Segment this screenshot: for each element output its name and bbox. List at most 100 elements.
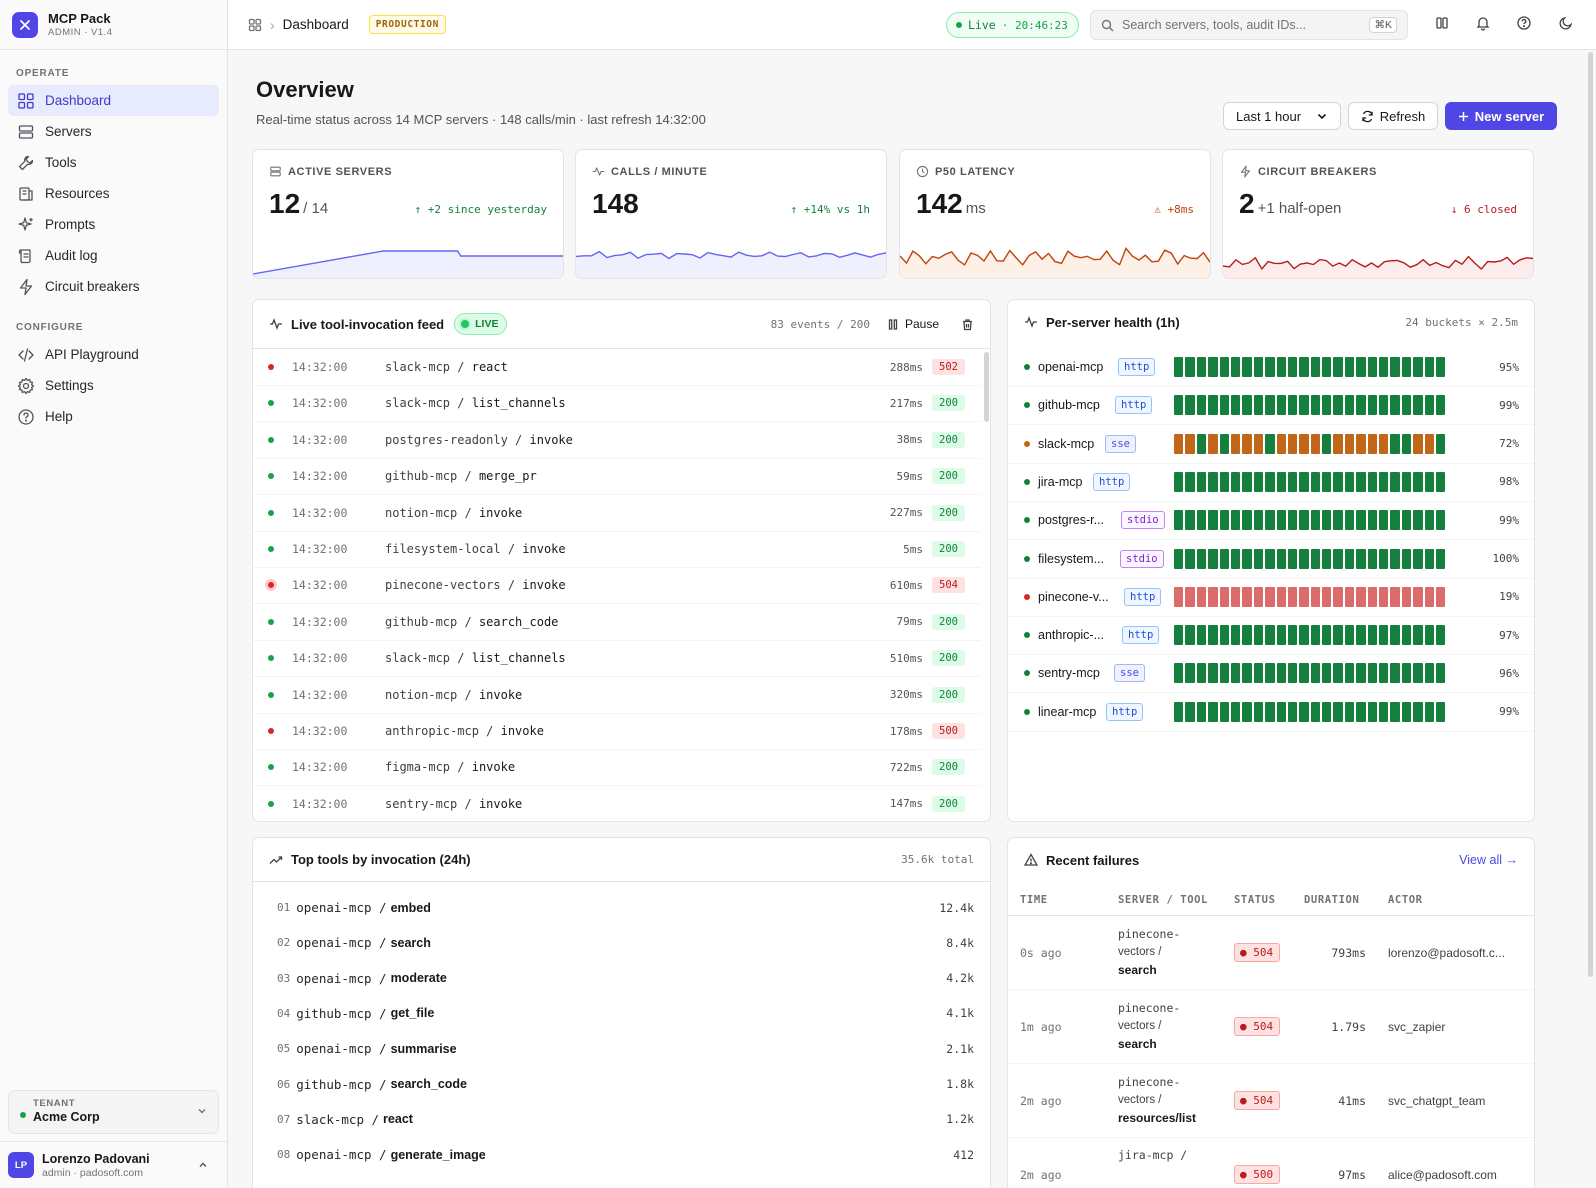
- health-bucket[interactable]: [1299, 510, 1309, 531]
- health-bucket[interactable]: [1185, 510, 1195, 531]
- health-bucket[interactable]: [1208, 433, 1218, 454]
- health-bucket[interactable]: [1344, 510, 1355, 531]
- health-bucket[interactable]: [1390, 625, 1400, 646]
- search-input[interactable]: [1122, 18, 1370, 32]
- health-bucket[interactable]: [1435, 586, 1446, 607]
- health-bucket[interactable]: [1379, 433, 1389, 454]
- health-bucket[interactable]: [1322, 357, 1332, 377]
- health-bucket[interactable]: [1367, 471, 1378, 492]
- health-bucket[interactable]: [1344, 395, 1355, 416]
- health-bucket[interactable]: [1299, 433, 1309, 454]
- health-bucket[interactable]: [1344, 586, 1355, 607]
- health-bucket[interactable]: [1333, 510, 1343, 531]
- health-bucket[interactable]: [1310, 625, 1321, 646]
- health-bucket[interactable]: [1390, 701, 1400, 722]
- health-bucket[interactable]: [1367, 663, 1378, 684]
- health-bucket[interactable]: [1367, 510, 1378, 531]
- feed-row[interactable]: 14:32:00 slack-mcp / react 288ms 502: [253, 349, 980, 386]
- health-bucket[interactable]: [1287, 701, 1298, 722]
- health-bucket[interactable]: [1287, 548, 1298, 569]
- top-tool-row[interactable]: 08 openai-mcp / generate_image 412: [277, 1137, 974, 1172]
- health-bucket[interactable]: [1196, 433, 1207, 454]
- health-bucket[interactable]: [1390, 357, 1400, 377]
- server-health-row[interactable]: linear-mcp http 99%: [1008, 693, 1534, 732]
- health-bucket[interactable]: [1196, 510, 1207, 531]
- health-bucket[interactable]: [1174, 510, 1184, 531]
- health-bucket[interactable]: [1435, 625, 1446, 646]
- health-bucket[interactable]: [1379, 510, 1389, 531]
- health-bucket[interactable]: [1413, 701, 1423, 722]
- health-bucket[interactable]: [1310, 433, 1321, 454]
- health-bucket[interactable]: [1242, 701, 1252, 722]
- health-bucket[interactable]: [1356, 548, 1366, 569]
- trash-icon[interactable]: [961, 318, 974, 331]
- health-bucket[interactable]: [1242, 663, 1252, 684]
- health-bucket[interactable]: [1310, 548, 1321, 569]
- health-bucket[interactable]: [1185, 433, 1195, 454]
- health-bucket[interactable]: [1287, 510, 1298, 531]
- health-bucket[interactable]: [1413, 586, 1423, 607]
- health-bucket[interactable]: [1219, 548, 1229, 569]
- health-bucket[interactable]: [1208, 663, 1218, 684]
- health-bucket[interactable]: [1333, 663, 1343, 684]
- health-bucket[interactable]: [1230, 395, 1241, 416]
- health-bucket[interactable]: [1230, 471, 1241, 492]
- health-bucket[interactable]: [1424, 395, 1434, 416]
- health-bucket[interactable]: [1401, 548, 1412, 569]
- health-bucket[interactable]: [1322, 433, 1332, 454]
- health-bucket[interactable]: [1253, 395, 1264, 416]
- health-bucket[interactable]: [1310, 471, 1321, 492]
- health-bucket[interactable]: [1276, 625, 1286, 646]
- refresh-button[interactable]: Refresh: [1348, 102, 1438, 130]
- health-bucket[interactable]: [1219, 510, 1229, 531]
- health-bucket[interactable]: [1219, 701, 1229, 722]
- health-bucket[interactable]: [1174, 548, 1184, 569]
- health-bucket[interactable]: [1367, 433, 1378, 454]
- health-bucket[interactable]: [1333, 471, 1343, 492]
- health-bucket[interactable]: [1379, 701, 1389, 722]
- health-bucket[interactable]: [1230, 586, 1241, 607]
- health-bucket[interactable]: [1322, 586, 1332, 607]
- health-bucket[interactable]: [1367, 701, 1378, 722]
- health-bucket[interactable]: [1265, 625, 1275, 646]
- server-health-row[interactable]: anthropic-... http 97%: [1008, 616, 1534, 656]
- health-bucket[interactable]: [1208, 357, 1218, 377]
- health-bucket[interactable]: [1344, 701, 1355, 722]
- health-bucket[interactable]: [1276, 471, 1286, 492]
- health-bucket[interactable]: [1379, 548, 1389, 569]
- health-bucket[interactable]: [1242, 433, 1252, 454]
- health-bucket[interactable]: [1196, 586, 1207, 607]
- health-bucket[interactable]: [1299, 395, 1309, 416]
- health-bucket[interactable]: [1333, 548, 1343, 569]
- health-bucket[interactable]: [1424, 625, 1434, 646]
- health-bucket[interactable]: [1196, 471, 1207, 492]
- top-tool-row[interactable]: 01 openai-mcp / embed 12.4k: [277, 890, 974, 925]
- health-bucket[interactable]: [1185, 586, 1195, 607]
- health-bucket[interactable]: [1367, 625, 1378, 646]
- feed-row[interactable]: 14:32:00 github-mcp / search_code 79ms 200: [253, 604, 980, 641]
- user-menu[interactable]: LP Lorenzo Padovani admin · padosoft.com: [0, 1141, 227, 1188]
- tenant-switcher[interactable]: TENANT Acme Corp: [8, 1090, 219, 1134]
- health-bucket[interactable]: [1367, 395, 1378, 416]
- breadcrumb[interactable]: Dashboard: [282, 17, 349, 32]
- health-bucket[interactable]: [1230, 625, 1241, 646]
- health-bucket[interactable]: [1185, 701, 1195, 722]
- health-bucket[interactable]: [1413, 548, 1423, 569]
- health-bucket[interactable]: [1333, 357, 1343, 377]
- health-bucket[interactable]: [1276, 433, 1286, 454]
- health-bucket[interactable]: [1424, 471, 1434, 492]
- health-bucket[interactable]: [1185, 548, 1195, 569]
- health-bucket[interactable]: [1230, 357, 1241, 377]
- feed-row[interactable]: 14:32:00 pinecone-vectors / invoke 610ms 50…: [253, 567, 980, 605]
- health-bucket[interactable]: [1287, 586, 1298, 607]
- health-bucket[interactable]: [1379, 395, 1389, 416]
- health-bucket[interactable]: [1174, 395, 1184, 416]
- top-tool-row[interactable]: 04 github-mcp / get_file 4.1k: [277, 996, 974, 1031]
- health-bucket[interactable]: [1424, 433, 1434, 454]
- global-search[interactable]: ⌘K: [1090, 10, 1408, 40]
- health-bucket[interactable]: [1287, 433, 1298, 454]
- health-bucket[interactable]: [1390, 663, 1400, 684]
- health-bucket[interactable]: [1344, 471, 1355, 492]
- sidebar-item-prompts[interactable]: Prompts: [8, 209, 219, 240]
- health-bucket[interactable]: [1322, 510, 1332, 531]
